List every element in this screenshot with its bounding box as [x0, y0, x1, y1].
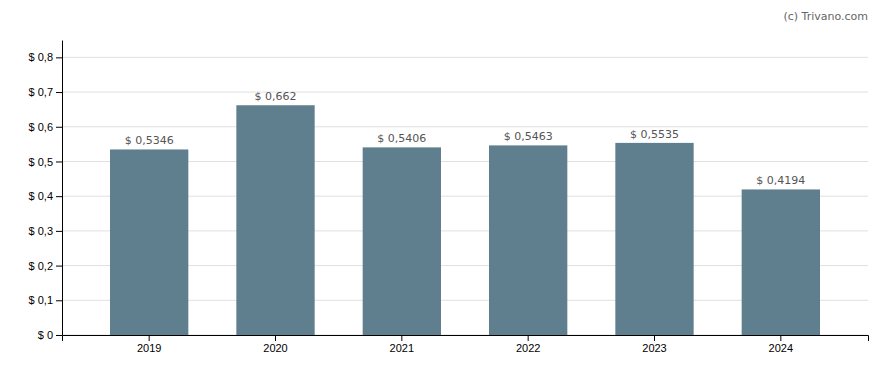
- y-tick: $ 0,8: [29, 51, 62, 63]
- bar: [742, 189, 820, 335]
- y-tick: $ 0,7: [29, 86, 62, 98]
- x-axis: 2019 2020 2021 2022 2023 2024: [63, 335, 869, 354]
- data-label: $ 0,5406: [377, 132, 426, 145]
- y-axis-line: [62, 41, 63, 336]
- x-tick-mark: [654, 335, 655, 341]
- bar: [489, 145, 567, 335]
- y-tick-mark: [56, 335, 62, 336]
- data-label: $ 0,662: [255, 90, 297, 103]
- plot: $ 0 $ 0,1 $ 0,2 $ 0,3 $ 0,4 $ 0,5 $ 0,6 $ 0,7 $ …: [29, 41, 869, 354]
- y-tick-label: $ 0,1: [29, 294, 53, 306]
- bar: [363, 147, 441, 335]
- y-tick: $ 0,5: [29, 155, 62, 167]
- chart: $ 0 $ 0,1 $ 0,2 $ 0,3 $ 0,4 $ 0,5 $ 0,6 $ 0,7 $ …: [0, 0, 888, 370]
- y-tick-label: $ 0: [38, 329, 53, 341]
- x-tick: 2019: [137, 335, 161, 354]
- bars: [110, 105, 820, 335]
- x-tick-label: 2021: [390, 342, 414, 354]
- y-tick-label: $ 0,2: [29, 260, 53, 272]
- x-tick: 2020: [263, 335, 287, 354]
- y-tick-label: $ 0,5: [29, 155, 53, 167]
- data-labels: $ 0,5346 $ 0,662 $ 0,5406 $ 0,5463 $ 0,5535 $…: [125, 90, 806, 187]
- x-tick-label: 2022: [516, 342, 540, 354]
- y-tick-label: $ 0,3: [29, 225, 53, 237]
- bar: [236, 105, 314, 335]
- data-label: $ 0,5346: [125, 134, 174, 147]
- y-tick: $ 0,3: [29, 225, 62, 237]
- x-tick-label: 2023: [642, 342, 666, 354]
- y-tick-label: $ 0,4: [29, 190, 53, 202]
- data-label: $ 0,5535: [630, 128, 679, 141]
- y-tick: $ 0,6: [29, 121, 62, 133]
- x-tick-mark: [275, 335, 276, 341]
- annotations: (c) Trivano.com: [783, 10, 868, 23]
- y-tick: $ 0,2: [29, 260, 62, 272]
- y-tick-label: $ 0,6: [29, 121, 53, 133]
- y-tick-mark: [56, 57, 62, 58]
- x-tick-label: 2019: [137, 342, 161, 354]
- data-label: $ 0,5463: [504, 130, 553, 143]
- x-tick: 2023: [642, 335, 666, 354]
- grid: [62, 57, 868, 335]
- y-tick-mark: [56, 92, 62, 93]
- y-tick-mark: [56, 196, 62, 197]
- x-tick: 2022: [516, 335, 540, 354]
- grid-line: [62, 92, 868, 93]
- y-tick-label: $ 0,7: [29, 86, 53, 98]
- bar: [615, 143, 693, 335]
- x-tick-mark: [528, 335, 529, 341]
- y-tick-mark: [56, 231, 62, 232]
- bar: [110, 149, 188, 335]
- y-tick-mark: [56, 161, 62, 162]
- x-tick: 2024: [769, 335, 793, 354]
- y-tick-label: $ 0,8: [29, 51, 53, 63]
- y-axis: $ 0 $ 0,1 $ 0,2 $ 0,3 $ 0,4 $ 0,5 $ 0,6 $ 0,7 $ …: [29, 41, 63, 342]
- grid-line: [62, 57, 868, 58]
- x-tick-label: 2020: [263, 342, 287, 354]
- y-tick-mark: [56, 266, 62, 267]
- data-label: $ 0,4194: [756, 174, 805, 187]
- x-axis-line: [63, 336, 869, 342]
- y-tick-mark: [56, 300, 62, 301]
- y-tick: $ 0: [38, 329, 62, 341]
- x-tick-mark: [780, 335, 781, 341]
- y-tick-mark: [56, 127, 62, 128]
- x-tick: 2021: [390, 335, 414, 354]
- grid-line: [62, 126, 868, 127]
- x-tick-label: 2024: [769, 342, 793, 354]
- y-tick: $ 0,4: [29, 190, 62, 202]
- watermark: (c) Trivano.com: [783, 10, 868, 23]
- x-tick-mark: [401, 335, 402, 341]
- y-tick: $ 0,1: [29, 294, 62, 306]
- x-tick-mark: [149, 335, 150, 341]
